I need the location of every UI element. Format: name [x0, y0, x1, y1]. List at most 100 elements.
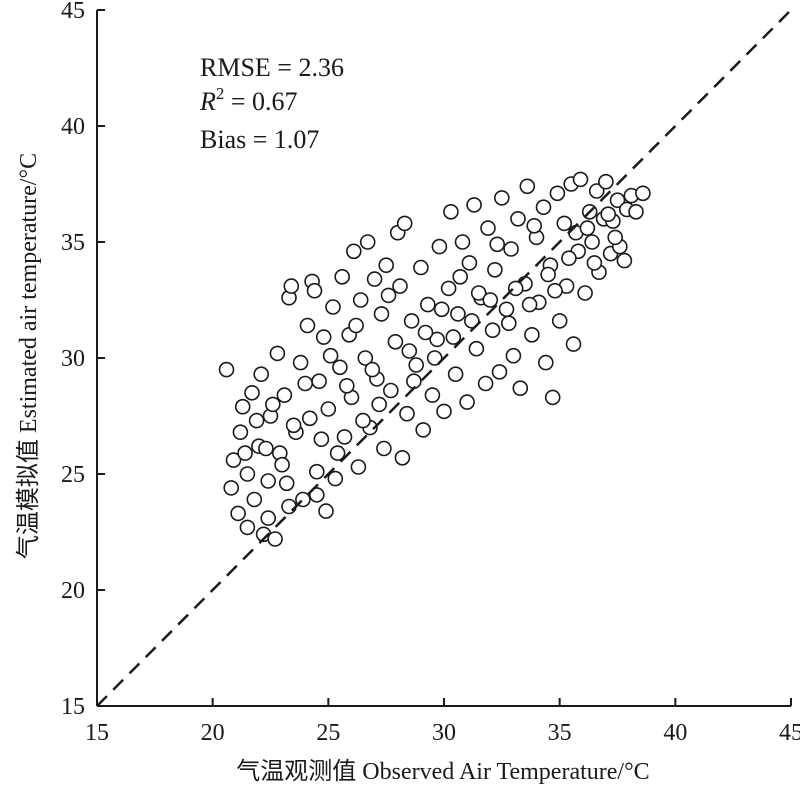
data-point	[586, 255, 603, 271]
data-point	[600, 206, 617, 222]
y-axis-title: 气温模拟值 Estimated air temperature/°C	[15, 153, 42, 559]
data-point	[306, 282, 323, 299]
data-point	[510, 211, 526, 227]
data-point	[470, 285, 487, 301]
data-point	[274, 456, 290, 473]
data-point	[489, 236, 506, 253]
data-point	[482, 292, 499, 308]
data-point	[484, 322, 501, 339]
y-axis-ticks: 15 20 25 30 35 40 45	[61, 0, 105, 720]
data-point	[556, 215, 573, 232]
y-tick-label: 25	[61, 462, 85, 488]
data-point	[424, 387, 441, 403]
data-point	[628, 204, 644, 220]
data-point	[230, 505, 246, 522]
data-point	[487, 261, 503, 278]
data-point	[308, 463, 325, 480]
data-point	[396, 215, 413, 232]
one-to-one-reference-line	[96, 9, 792, 707]
data-point	[565, 336, 582, 352]
data-point	[318, 503, 334, 519]
data-point	[436, 403, 452, 420]
data-point	[269, 345, 286, 362]
data-point	[267, 531, 283, 547]
data-point	[452, 268, 469, 285]
data-point	[577, 285, 593, 301]
data-point	[239, 466, 256, 482]
data-point	[336, 429, 353, 445]
data-point	[635, 185, 651, 202]
x-tick-label: 35	[548, 720, 572, 746]
data-point	[248, 412, 265, 429]
data-point	[338, 377, 355, 394]
data-point	[320, 401, 337, 417]
y-tick-label: 45	[61, 0, 85, 24]
r2-superscript: 2	[216, 84, 225, 103]
data-point	[459, 394, 475, 410]
data-point	[301, 410, 318, 427]
data-point	[359, 234, 376, 250]
data-point	[547, 282, 563, 299]
data-point	[348, 317, 364, 334]
data-point	[311, 373, 327, 390]
data-point	[519, 178, 536, 195]
data-point	[535, 199, 552, 215]
data-point	[491, 364, 508, 380]
x-tick-label: 30	[432, 720, 456, 746]
data-point	[299, 317, 316, 334]
y-tick-label: 30	[61, 346, 85, 372]
r2-symbol: R	[199, 87, 216, 116]
data-point	[408, 357, 425, 373]
data-point	[401, 343, 418, 359]
data-point	[461, 255, 478, 271]
data-point	[445, 329, 462, 345]
data-point	[493, 190, 510, 206]
x-tick-label: 15	[85, 720, 109, 746]
data-point	[480, 220, 496, 236]
data-point	[507, 280, 524, 297]
data-point	[329, 445, 346, 461]
data-point	[376, 440, 392, 457]
y-tick-label: 15	[61, 694, 85, 720]
data-point	[607, 229, 624, 246]
x-tick-label: 40	[663, 720, 687, 746]
data-point	[440, 280, 457, 297]
data-point	[327, 470, 344, 487]
data-point	[450, 306, 466, 322]
data-point	[382, 382, 399, 399]
x-axis-ticks: 15 20 25 30 35 40 45	[85, 698, 800, 746]
data-point	[218, 361, 235, 378]
data-point	[549, 185, 566, 202]
data-point	[322, 347, 339, 364]
data-point	[616, 252, 633, 269]
data-point	[579, 220, 596, 236]
data-point	[561, 250, 577, 267]
x-tick-label: 45	[779, 720, 800, 746]
rmse-label: RMSE = 2.36	[200, 53, 344, 82]
data-point	[281, 498, 297, 515]
data-point	[417, 324, 434, 341]
data-point	[276, 387, 293, 403]
data-point	[357, 350, 374, 366]
data-point	[380, 287, 397, 304]
data-point	[588, 183, 605, 199]
data-point	[225, 452, 242, 468]
data-point	[278, 475, 295, 492]
data-point	[352, 292, 369, 308]
data-point	[392, 278, 408, 294]
data-point	[345, 243, 362, 260]
data-point	[313, 431, 330, 448]
data-point	[468, 340, 485, 357]
data-point	[521, 296, 538, 313]
data-point	[544, 389, 561, 406]
data-point	[419, 296, 436, 313]
x-axis-title: 气温观测值 Observed Air Temperature/°C	[236, 758, 649, 785]
data-point	[503, 241, 519, 257]
data-point	[264, 396, 281, 413]
data-point	[297, 375, 314, 392]
x-tick-label: 25	[316, 720, 340, 746]
data-point	[454, 234, 471, 250]
data-point	[334, 268, 351, 285]
data-point	[253, 366, 270, 383]
